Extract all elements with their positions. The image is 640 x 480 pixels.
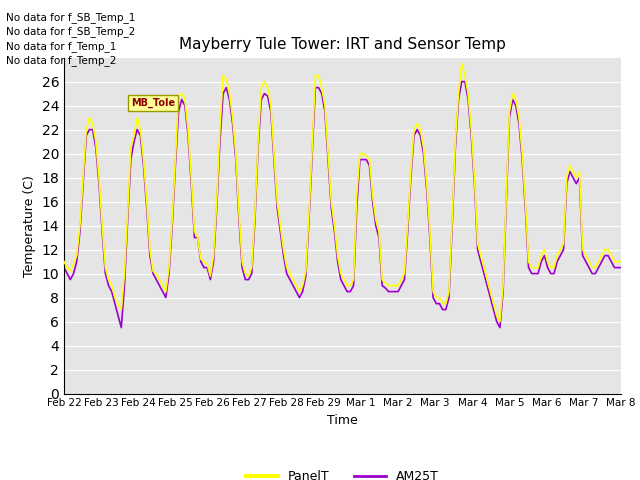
Y-axis label: Temperature (C): Temperature (C) — [23, 175, 36, 276]
Text: No data for f_Temp_2: No data for f_Temp_2 — [6, 55, 116, 66]
Text: No data for f_Temp_1: No data for f_Temp_1 — [6, 41, 116, 52]
X-axis label: Time: Time — [327, 414, 358, 427]
Text: No data for f_SB_Temp_1: No data for f_SB_Temp_1 — [6, 12, 136, 23]
Legend: PanelT, AM25T: PanelT, AM25T — [241, 465, 444, 480]
Title: Mayberry Tule Tower: IRT and Sensor Temp: Mayberry Tule Tower: IRT and Sensor Temp — [179, 37, 506, 52]
Text: MB_Tole: MB_Tole — [131, 98, 175, 108]
Text: No data for f_SB_Temp_2: No data for f_SB_Temp_2 — [6, 26, 136, 37]
